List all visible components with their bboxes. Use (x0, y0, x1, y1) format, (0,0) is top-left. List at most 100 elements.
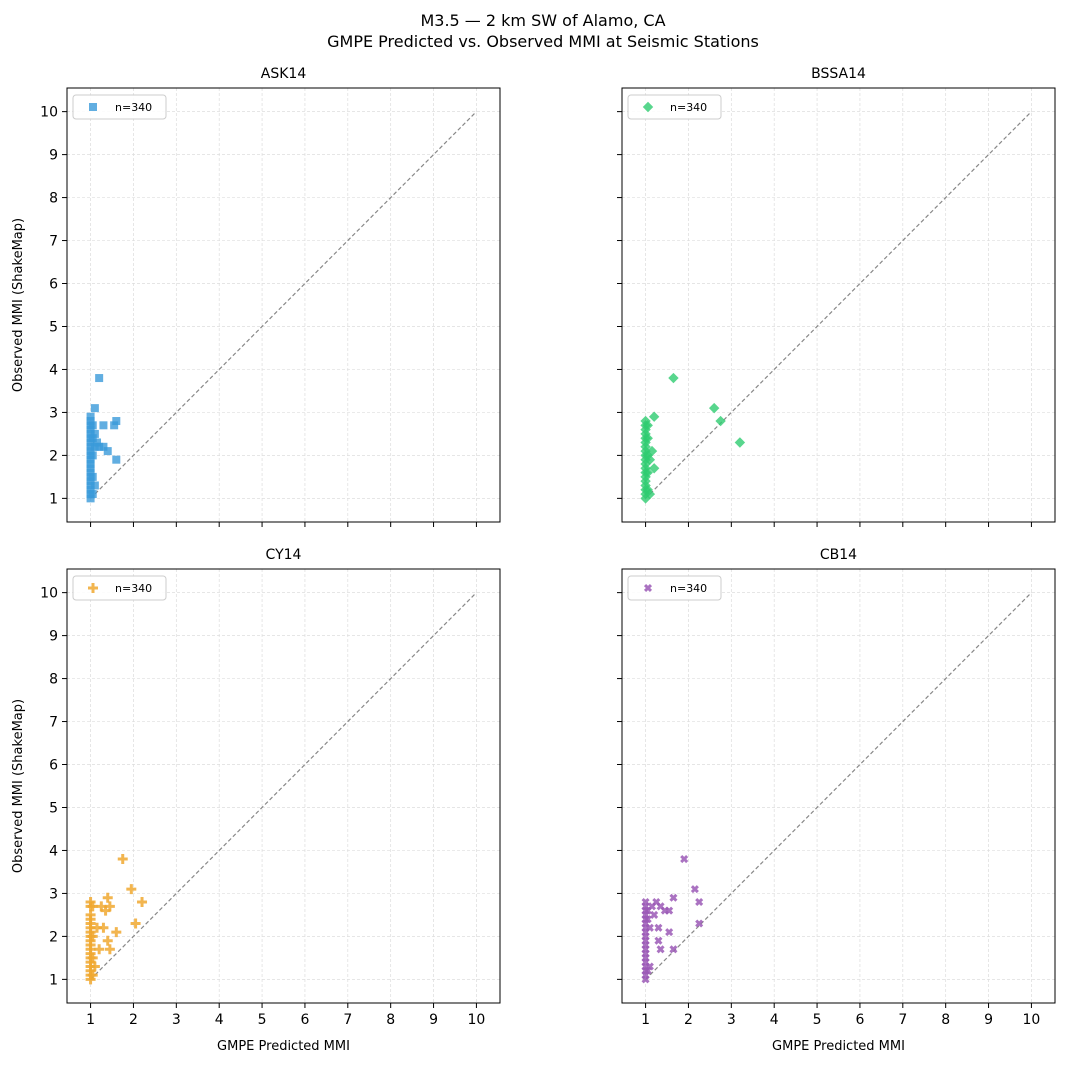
one-to-one-reference-line (90, 111, 477, 499)
legend-label: n=340 (670, 582, 707, 595)
y-tick-label: 7 (49, 715, 58, 731)
one-to-one-reference-line (90, 592, 477, 980)
data-point (110, 421, 119, 430)
data-point (94, 944, 105, 955)
data-point (642, 420, 653, 431)
data-point (680, 855, 689, 864)
x-tick-label: 5 (258, 1012, 267, 1028)
data-point (90, 481, 99, 490)
data-point (86, 477, 95, 486)
data-point (86, 485, 95, 494)
x-tick-label: 7 (898, 1012, 907, 1028)
data-point (90, 429, 99, 438)
x-axis-label: GMPE Predicted MMI (217, 1039, 350, 1054)
data-point (111, 927, 122, 938)
data-point (86, 417, 95, 426)
data-point (100, 905, 111, 916)
legend: n=340 (627, 575, 722, 601)
subplot-ask14: 1 2 3 4 5 6 7 8 9 10 ASK14 Observed MMI (ShakeMap) n… (11, 66, 501, 527)
legend-box (72, 575, 167, 601)
x-tick-label: 3 (172, 1012, 181, 1028)
data-point (130, 918, 141, 929)
data-point (86, 438, 95, 447)
data-point (669, 945, 678, 954)
data-point (87, 952, 98, 963)
x-tick-label: 2 (129, 1012, 138, 1028)
legend-box (627, 575, 722, 601)
subplot-title: ASK14 (261, 66, 307, 82)
legend-marker (88, 583, 98, 593)
x-tick-label: 4 (215, 1012, 224, 1028)
y-tick-label: 5 (49, 319, 58, 335)
legend-marker (643, 583, 653, 593)
y-tick-label: 8 (49, 191, 58, 207)
x-tick-label: 7 (343, 1012, 352, 1028)
data-point (87, 970, 98, 981)
legend-label: n=340 (115, 101, 152, 114)
y-tick-label: 1 (49, 972, 58, 988)
data-point (104, 901, 115, 912)
data-point (102, 935, 113, 946)
data-point (88, 434, 97, 443)
x-tick-label: 8 (386, 1012, 395, 1028)
data-point (88, 472, 97, 481)
data-point (665, 906, 674, 915)
data-point (656, 945, 665, 954)
legend-marker (89, 103, 97, 111)
x-tick-label: 6 (855, 1012, 864, 1028)
data-point (644, 488, 656, 500)
x-tick-label: 3 (727, 1012, 736, 1028)
data-point (88, 451, 97, 460)
y-tick-label: 9 (49, 148, 58, 164)
data-point (88, 421, 97, 430)
data-point (86, 459, 95, 468)
data-point (86, 425, 95, 434)
one-to-one-reference-line (645, 111, 1032, 499)
figure-title-line1: M3.5 — 2 km SW of Alamo, CA (420, 11, 665, 30)
x-tick-label: 9 (984, 1012, 993, 1028)
axes-frame (66, 87, 501, 523)
data-point (690, 885, 699, 894)
y-tick-label: 9 (49, 629, 58, 645)
axes-frame (621, 568, 1056, 1004)
legend-label: n=340 (670, 101, 707, 114)
x-tick-label: 2 (684, 1012, 693, 1028)
data-point (98, 922, 109, 933)
figure-title-line2: GMPE Predicted vs. Observed MMI at Seism… (327, 32, 759, 51)
data-point (89, 961, 100, 972)
data-point (93, 438, 102, 447)
data-point (87, 931, 98, 942)
data-point (669, 893, 678, 902)
data-point (87, 901, 98, 912)
subplot-title: CY14 (266, 547, 302, 563)
x-tick-label: 9 (429, 1012, 438, 1028)
data-point (95, 442, 104, 451)
y-tick-label: 6 (49, 758, 58, 774)
data-point (103, 447, 112, 456)
data-point (90, 404, 99, 413)
y-tick-label: 5 (49, 800, 58, 816)
y-tick-label: 4 (49, 843, 58, 859)
x-axis-label: GMPE Predicted MMI (772, 1039, 905, 1054)
legend: n=340 (627, 94, 722, 120)
subplot-bssa14: BSSA14 n=340 (617, 66, 1056, 527)
y-tick-label: 3 (49, 886, 58, 902)
scatter-points (86, 374, 121, 503)
x-tick-label: 6 (300, 1012, 309, 1028)
data-point (648, 411, 660, 422)
data-point (643, 966, 652, 975)
data-point (668, 372, 679, 384)
data-point (86, 412, 95, 421)
data-point (648, 463, 660, 474)
data-point (715, 415, 726, 427)
data-point (654, 936, 663, 945)
subplot-title: CB14 (820, 547, 857, 563)
subplot-grid: 1 2 3 4 5 6 7 8 9 10 ASK14 Observed MMI (ShakeMap) n… (11, 66, 1056, 1054)
y-tick-label: 2 (49, 448, 58, 464)
data-point (88, 490, 97, 499)
axes-frame (66, 568, 501, 1004)
data-point (645, 923, 654, 932)
data-point (95, 374, 104, 383)
data-point (708, 402, 720, 414)
